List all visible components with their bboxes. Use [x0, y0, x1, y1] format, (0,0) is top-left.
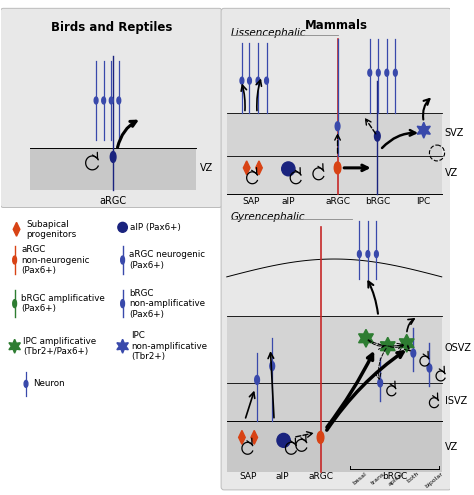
Text: IPC
non-amplificative
(Tbr2+): IPC non-amplificative (Tbr2+) — [131, 331, 207, 361]
Text: aRGC: aRGC — [325, 197, 350, 205]
Text: VZ: VZ — [445, 443, 458, 452]
FancyBboxPatch shape — [221, 8, 451, 490]
Text: IPC: IPC — [417, 197, 431, 205]
Ellipse shape — [117, 97, 121, 104]
Ellipse shape — [121, 299, 125, 307]
Circle shape — [118, 222, 128, 232]
Text: IPC amplificative
(Tbr2+/Pax6+): IPC amplificative (Tbr2+/Pax6+) — [23, 337, 96, 356]
Text: Lissencephalic: Lissencephalic — [230, 28, 306, 38]
FancyBboxPatch shape — [0, 8, 222, 207]
Ellipse shape — [270, 361, 274, 370]
Text: trans: trans — [370, 471, 385, 486]
Ellipse shape — [240, 77, 244, 84]
Text: bipolar: bipolar — [424, 471, 444, 489]
Text: aIP (Pax6+): aIP (Pax6+) — [130, 223, 181, 232]
Ellipse shape — [378, 379, 383, 387]
Ellipse shape — [24, 381, 28, 388]
Ellipse shape — [247, 77, 251, 84]
Text: apical: apical — [388, 471, 405, 487]
Text: SAP: SAP — [239, 472, 256, 481]
Circle shape — [277, 434, 290, 447]
Ellipse shape — [121, 256, 125, 264]
Polygon shape — [359, 329, 374, 347]
Text: ISVZ: ISVZ — [445, 396, 467, 406]
Ellipse shape — [264, 77, 268, 84]
Text: Subapical
progenitors: Subapical progenitors — [26, 220, 76, 239]
Ellipse shape — [411, 349, 416, 357]
Polygon shape — [9, 339, 20, 353]
Text: both: both — [406, 471, 420, 484]
Text: bRGC: bRGC — [382, 472, 407, 481]
Text: aRGC: aRGC — [100, 196, 127, 205]
Ellipse shape — [255, 376, 259, 385]
Bar — [227, 421, 442, 472]
Text: SAP: SAP — [243, 197, 260, 205]
Bar — [227, 316, 442, 383]
Ellipse shape — [385, 69, 389, 76]
Ellipse shape — [13, 299, 17, 307]
Text: VZ: VZ — [445, 168, 458, 178]
Text: Neuron: Neuron — [33, 379, 64, 389]
Circle shape — [282, 162, 295, 176]
Ellipse shape — [393, 69, 397, 76]
Text: bRGC
non-amplificative
(Pax6+): bRGC non-amplificative (Pax6+) — [129, 289, 205, 318]
Ellipse shape — [366, 250, 370, 257]
Text: aRGC
non-neurogenic
(Pax6+): aRGC non-neurogenic (Pax6+) — [21, 245, 90, 275]
Polygon shape — [117, 339, 128, 353]
Text: Gyrencephalic: Gyrencephalic — [230, 212, 305, 222]
Ellipse shape — [335, 122, 340, 131]
Text: aIP: aIP — [282, 197, 295, 205]
Ellipse shape — [427, 364, 432, 372]
Polygon shape — [417, 122, 430, 138]
Text: aIP: aIP — [276, 472, 290, 481]
Bar — [227, 156, 442, 194]
Polygon shape — [255, 161, 262, 175]
Text: basal: basal — [352, 471, 368, 486]
Text: VZ: VZ — [200, 163, 213, 173]
Text: bRGC: bRGC — [365, 197, 390, 205]
Ellipse shape — [374, 250, 378, 257]
Ellipse shape — [374, 131, 380, 141]
Polygon shape — [13, 222, 20, 236]
Ellipse shape — [102, 97, 106, 104]
Text: Birds and Reptiles: Birds and Reptiles — [51, 21, 172, 34]
Ellipse shape — [13, 256, 17, 264]
Ellipse shape — [368, 69, 372, 76]
Polygon shape — [243, 161, 250, 175]
Polygon shape — [238, 431, 245, 445]
Ellipse shape — [334, 162, 341, 174]
Ellipse shape — [357, 250, 361, 257]
Text: Mammals: Mammals — [305, 19, 368, 32]
Text: aRGC: aRGC — [308, 472, 333, 481]
Ellipse shape — [110, 151, 116, 162]
Bar — [227, 383, 442, 421]
Polygon shape — [380, 337, 395, 355]
Ellipse shape — [317, 432, 324, 444]
Text: OSVZ: OSVZ — [445, 343, 472, 353]
Bar — [30, 148, 195, 190]
Ellipse shape — [376, 69, 380, 76]
Text: bRGC amplificative
(Pax6+): bRGC amplificative (Pax6+) — [21, 294, 105, 313]
Ellipse shape — [256, 77, 260, 84]
Bar — [227, 113, 442, 156]
Text: SVZ: SVZ — [445, 128, 464, 138]
Ellipse shape — [109, 97, 113, 104]
Polygon shape — [251, 431, 257, 445]
Polygon shape — [399, 334, 414, 352]
Text: aRGC neurogenic
(Pax6+): aRGC neurogenic (Pax6+) — [129, 250, 205, 270]
Ellipse shape — [94, 97, 98, 104]
